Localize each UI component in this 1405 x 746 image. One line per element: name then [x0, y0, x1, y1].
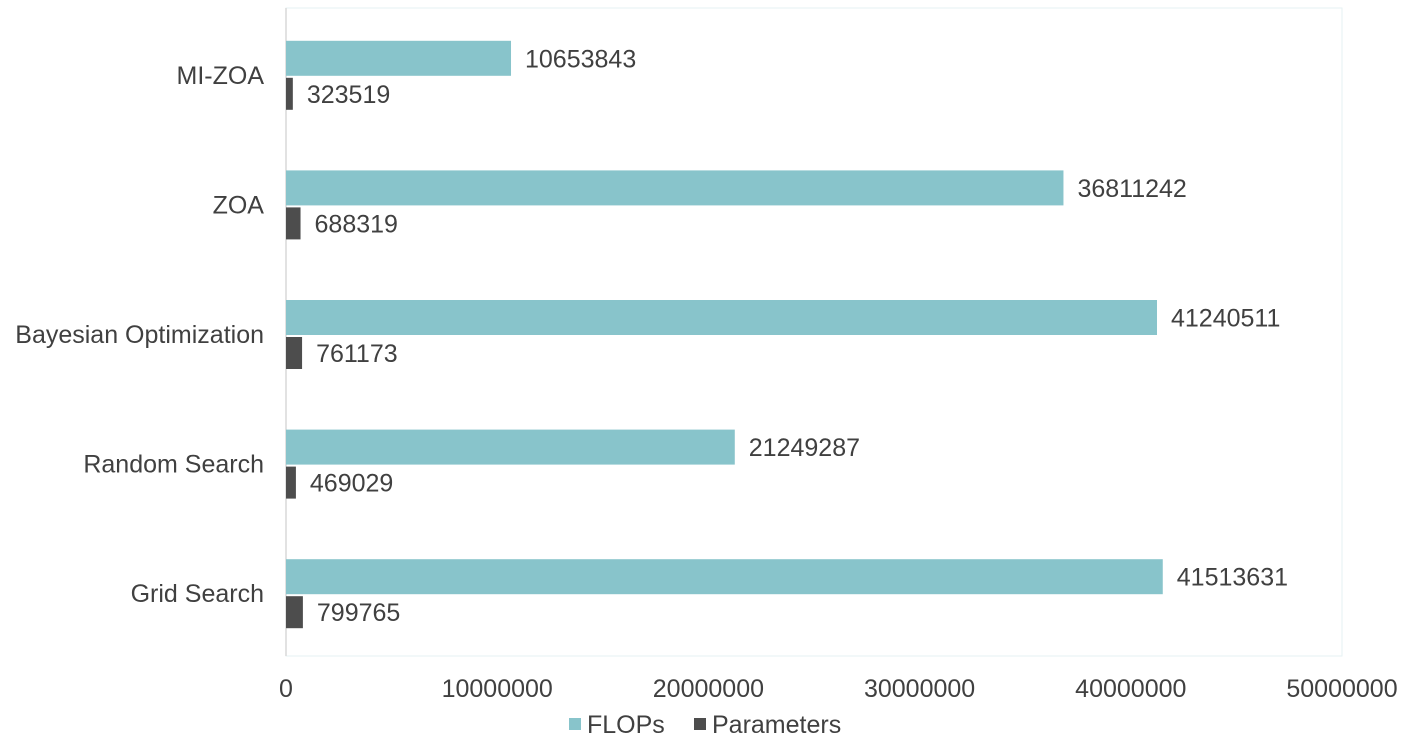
legend: FLOPs Parameters — [569, 711, 841, 739]
x-tick-label: 40000000 — [1075, 675, 1186, 703]
data-label-flops: 41513631 — [1177, 564, 1288, 592]
bar-flops — [286, 300, 1157, 335]
category-labels: MI-ZOA ZOA Bayesian Optimization Random Sea… — [15, 62, 264, 608]
data-label-parameters: 688319 — [315, 210, 398, 238]
bar-flops — [286, 559, 1163, 595]
bar-parameters — [286, 207, 301, 240]
data-label-flops: 36811242 — [1077, 175, 1186, 203]
x-tick-label: 50000000 — [1286, 675, 1397, 703]
legend-label: Parameters — [712, 711, 841, 739]
bars — [286, 40, 1163, 629]
category-label: MI-ZOA — [177, 62, 265, 90]
data-label-parameters: 469029 — [310, 470, 393, 498]
bar-parameters — [286, 337, 303, 369]
bar-flops — [286, 170, 1064, 206]
category-label: Random Search — [83, 451, 264, 479]
x-tick-label: 0 — [279, 675, 293, 703]
category-label: Bayesian Optimization — [15, 321, 264, 349]
category-label: ZOA — [213, 191, 265, 219]
legend-label: FLOPs — [587, 711, 665, 739]
data-label-flops: 21249287 — [749, 434, 860, 462]
data-label-parameters: 761173 — [316, 340, 398, 368]
category-label: Grid Search — [131, 580, 264, 608]
x-tick-label: 30000000 — [864, 675, 975, 703]
data-label-parameters: 323519 — [307, 81, 390, 109]
bar-flops — [286, 40, 512, 76]
bar-parameters — [286, 596, 303, 629]
data-label-flops: 41240511 — [1171, 305, 1280, 333]
x-axis-ticks: 0 10000000 20000000 30000000 40000000 5000000… — [279, 675, 1398, 703]
x-tick-label: 10000000 — [442, 675, 553, 703]
legend-swatch — [569, 718, 581, 730]
bar-parameters — [286, 77, 293, 110]
data-labels: 10653843 323519 36811242 688319 41240511 7611… — [307, 45, 1288, 627]
data-label-flops: 10653843 — [525, 45, 636, 73]
bar-flops — [286, 429, 735, 465]
data-label-parameters: 799765 — [317, 599, 400, 627]
bar-parameters — [286, 466, 296, 499]
legend-swatch — [694, 718, 706, 730]
x-tick-label: 20000000 — [653, 675, 764, 703]
